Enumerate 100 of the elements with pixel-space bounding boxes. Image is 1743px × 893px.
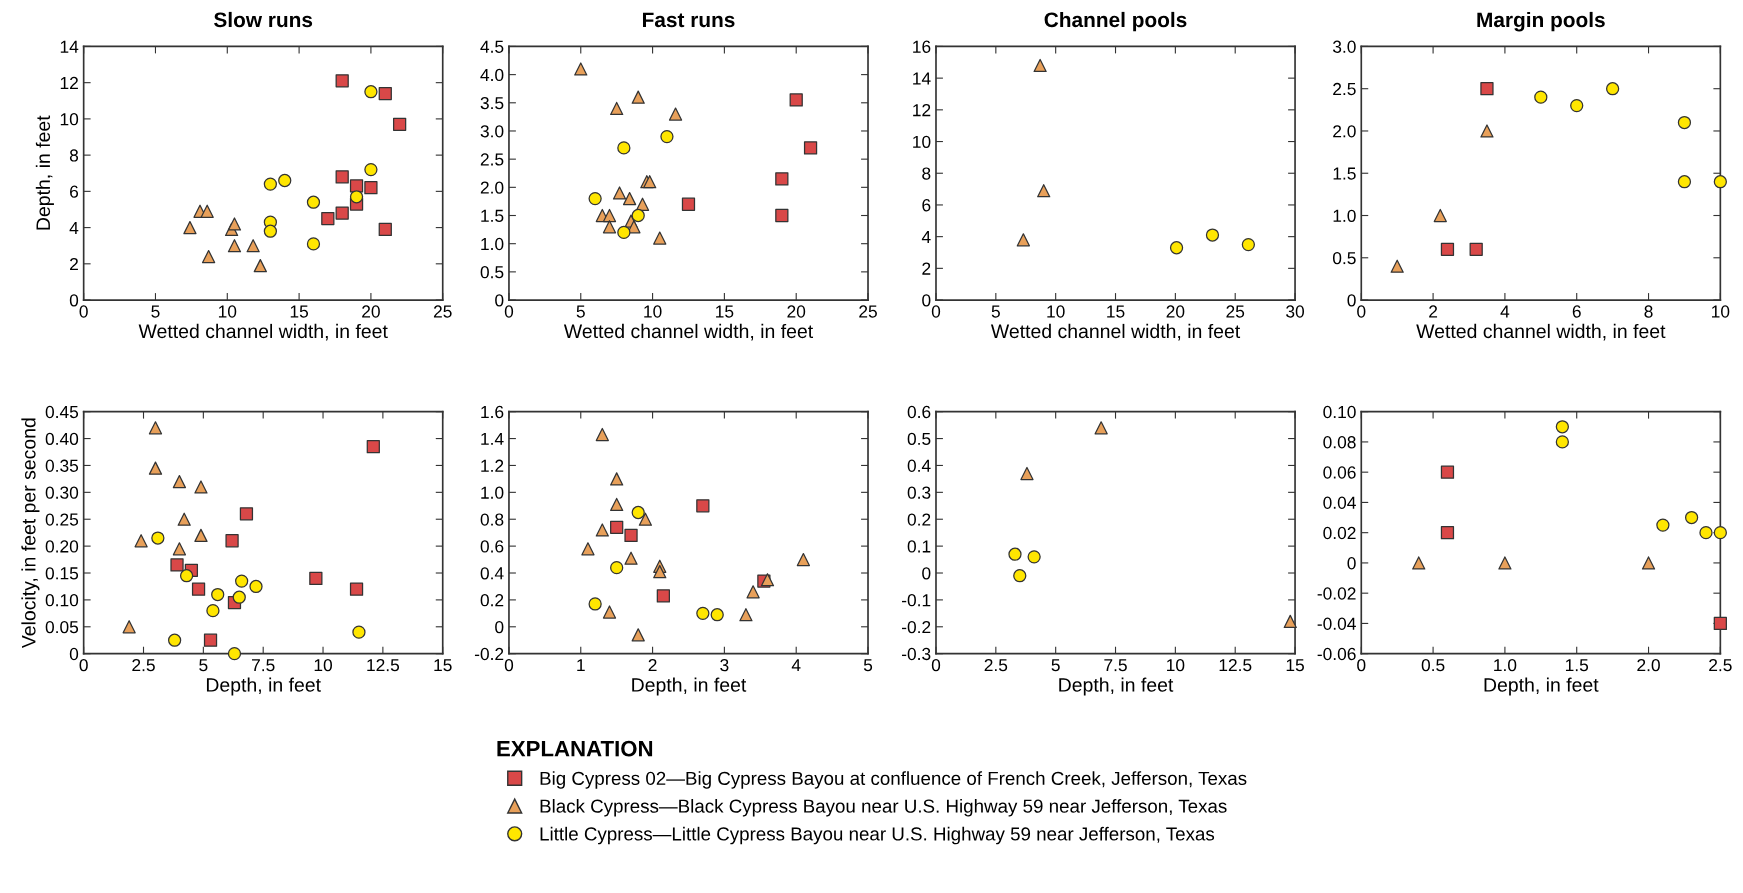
x-tick-label: 5 xyxy=(991,305,1000,318)
x-tick-label: 4 xyxy=(1500,305,1510,318)
x-tick-label: 10 xyxy=(1167,659,1185,672)
y-tick-label: 0.3 xyxy=(907,486,931,499)
y-tick-label: 8 xyxy=(69,149,79,162)
x-tick-label: 15 xyxy=(1286,659,1304,672)
x-tick-label: 0 xyxy=(1357,659,1366,672)
y-tick-label: 2.5 xyxy=(1333,82,1356,96)
y-tick-label: 1.0 xyxy=(481,486,504,499)
y-tick-label: 1.5 xyxy=(1333,167,1356,180)
y-tick-label: 8 xyxy=(922,167,931,180)
y-tick-label: 3.0 xyxy=(480,125,504,138)
x-tick-label: 15 xyxy=(1107,305,1125,318)
x-tick-label: 2 xyxy=(1429,305,1438,318)
y-tick-label: 0 xyxy=(922,294,931,307)
x-tick-label: 1 xyxy=(577,659,585,672)
y-tick-label: 0 xyxy=(1347,294,1356,307)
y-tick-label: 0.4 xyxy=(907,459,931,472)
y-tick-label: 2.0 xyxy=(1333,125,1356,138)
y-tick-label: 0.8 xyxy=(480,513,504,526)
y-axis-title: Velocity, in feet per second xyxy=(21,418,40,649)
x-tick-label: 5 xyxy=(151,305,160,318)
y-tick-label: 0.40 xyxy=(45,432,79,446)
y-tick-label: 14 xyxy=(60,40,79,53)
x-tick-label: 6 xyxy=(1572,305,1581,318)
y-tick-label: 0.30 xyxy=(45,486,79,499)
x-tick-label: 10 xyxy=(218,305,237,318)
x-tick-label: 5 xyxy=(199,659,208,672)
x-tick-label: 8 xyxy=(1644,305,1653,318)
y-tick-label: 4 xyxy=(921,230,931,243)
x-tick-label: 10 xyxy=(1712,305,1730,318)
y-tick-label: 0.6 xyxy=(480,540,504,553)
y-tick-label: 2 xyxy=(70,257,78,271)
y-tick-label: 0.4 xyxy=(480,567,504,580)
x-axis-title: Wetted channel width, in feet xyxy=(563,323,814,341)
y-tick-label: 0 xyxy=(495,620,504,634)
x-tick-label: 0.5 xyxy=(1421,659,1445,672)
x-tick-label: 0 xyxy=(1357,305,1366,318)
x-tick-label: 30 xyxy=(1286,305,1305,318)
y-tick-label: 0.5 xyxy=(480,266,504,279)
y-tick-label: -0.06 xyxy=(1317,647,1356,661)
y-tick-label: 3.0 xyxy=(1332,40,1356,53)
chart-title: Slow runs xyxy=(214,11,313,28)
y-tick-label: 0 xyxy=(495,294,504,307)
y-tick-label: 0.45 xyxy=(45,405,79,419)
x-tick-label: 15 xyxy=(716,305,734,318)
x-tick-label: 0 xyxy=(931,659,941,672)
x-tick-label: 1.0 xyxy=(1494,659,1517,672)
y-tick-label: 14 xyxy=(913,72,931,85)
legend-title: EXPLANATION xyxy=(497,740,653,757)
y-tick-label: 16 xyxy=(913,40,931,53)
y-tick-label: 1.6 xyxy=(481,405,504,419)
legend-label: Big Cypress 02—Big Cypress Bayou at confluence of French Creek, Jefferson, Texas xyxy=(540,771,1247,789)
y-tick-label: 0.5 xyxy=(1332,251,1356,265)
y-tick-label: 3.5 xyxy=(480,96,504,110)
x-tick-label: 0 xyxy=(79,659,88,672)
y-axis-title: Depth, in feet xyxy=(35,115,54,230)
x-tick-label: 12.5 xyxy=(1219,659,1252,672)
y-tick-label: 0 xyxy=(922,567,931,580)
chart-title: Fast runs xyxy=(643,12,735,28)
y-tick-label: 0.10 xyxy=(45,594,79,607)
x-axis-title: Depth, in feet xyxy=(1059,677,1174,696)
y-tick-label: 0.20 xyxy=(45,540,79,553)
x-tick-label: 2.5 xyxy=(984,659,1008,672)
y-tick-label: 1.5 xyxy=(481,209,504,222)
x-tick-label: 25 xyxy=(859,305,877,318)
x-tick-label: 2.0 xyxy=(1637,659,1660,672)
x-tick-label: 20 xyxy=(787,305,806,318)
x-tick-label: 15 xyxy=(290,305,309,318)
y-tick-label: 1.2 xyxy=(481,459,504,472)
y-tick-label: 0.1 xyxy=(907,540,931,553)
x-axis-title: Depth, in feet xyxy=(632,677,747,696)
y-tick-label: 4.0 xyxy=(480,68,504,82)
y-tick-label: 0.04 xyxy=(1323,496,1356,509)
x-tick-label: 0 xyxy=(931,305,941,318)
y-tick-label: 0.15 xyxy=(45,567,79,580)
x-tick-label: 5 xyxy=(576,305,585,318)
y-tick-label: -0.02 xyxy=(1317,587,1356,600)
y-tick-label: 0 xyxy=(69,294,79,307)
y-tick-label: 0.2 xyxy=(907,513,931,526)
y-tick-label: -0.04 xyxy=(1317,617,1356,630)
x-tick-label: 25 xyxy=(433,305,452,318)
y-tick-label: -0.2 xyxy=(474,647,504,661)
x-tick-label: 10 xyxy=(1047,305,1065,318)
chart-title: Margin pools xyxy=(1477,11,1605,32)
x-axis-title: Wetted channel width, in feet xyxy=(138,323,388,341)
x-tick-label: 20 xyxy=(362,305,380,318)
x-tick-label: 25 xyxy=(1226,305,1245,318)
x-tick-label: 20 xyxy=(1166,305,1185,318)
x-tick-label: 0 xyxy=(79,305,88,318)
y-tick-label: 0.02 xyxy=(1323,526,1356,540)
legend-label: Little Cypress—Little Cypress Bayou near U.S. Highway 59 near Jefferson, Texas xyxy=(540,826,1215,845)
x-axis-title: Depth, in feet xyxy=(1484,677,1599,696)
x-tick-label: 7.5 xyxy=(252,659,275,672)
x-tick-label: 7.5 xyxy=(1104,659,1127,672)
y-tick-label: 0.35 xyxy=(45,459,79,472)
x-tick-label: 4 xyxy=(791,659,801,672)
y-tick-label: 0.10 xyxy=(1323,405,1356,419)
y-tick-label: 6 xyxy=(922,199,931,212)
x-tick-label: 10 xyxy=(314,659,333,672)
